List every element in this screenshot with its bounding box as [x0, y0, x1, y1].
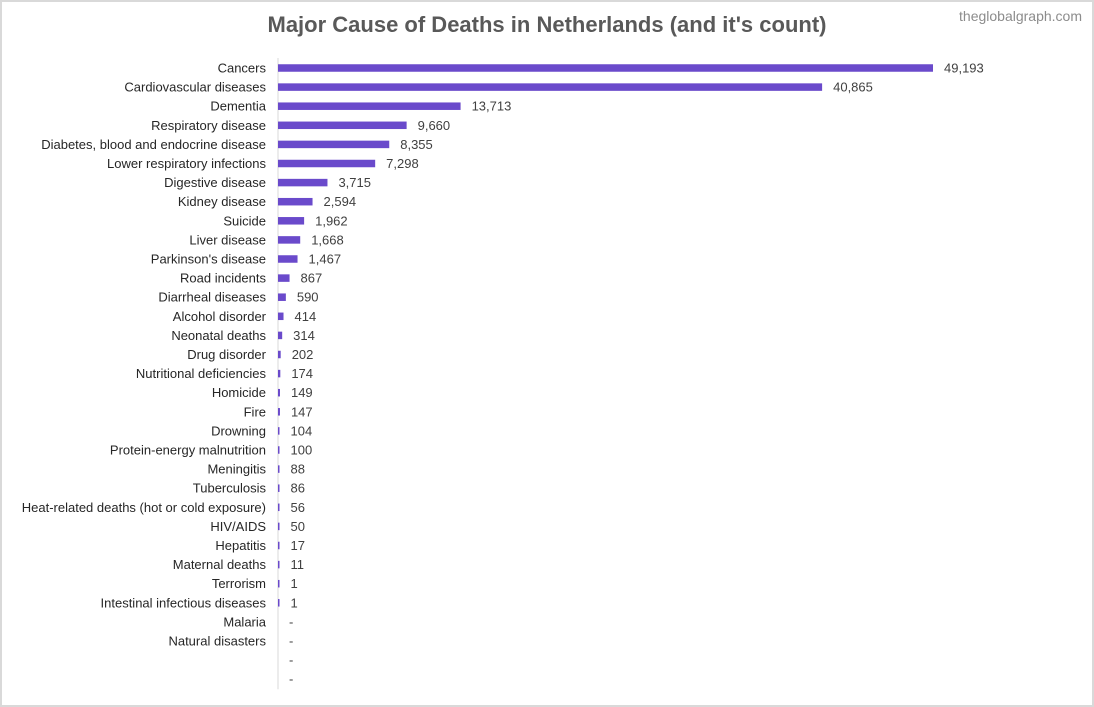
data-label: 86 [291, 481, 305, 496]
data-label: - [289, 634, 293, 649]
category-label: HIV/AIDS [210, 519, 266, 534]
bar [278, 178, 328, 187]
data-label: - [289, 653, 293, 668]
data-label: 17 [291, 538, 305, 553]
category-label: Drowning [211, 423, 266, 438]
bar [278, 503, 280, 512]
data-label: 49,193 [944, 61, 984, 76]
data-label: 56 [291, 500, 305, 515]
bar [278, 369, 281, 378]
bar [278, 197, 313, 206]
bar [278, 236, 301, 244]
bar [278, 159, 376, 168]
data-label: 3,715 [338, 175, 371, 190]
data-label: 1,962 [315, 213, 348, 228]
data-label: 50 [291, 519, 305, 534]
data-label: 1,668 [311, 232, 344, 247]
bar [278, 579, 280, 588]
data-label: 414 [295, 309, 317, 324]
bar [278, 484, 280, 492]
data-label: 7,298 [386, 156, 419, 171]
bar [278, 522, 280, 531]
category-label: Drug disorder [187, 347, 266, 362]
data-label: 174 [291, 366, 313, 381]
bar [278, 560, 280, 569]
category-label: Suicide [223, 213, 266, 228]
bar [278, 83, 823, 91]
bar [278, 446, 280, 454]
category-label: Parkinson's disease [151, 252, 266, 267]
data-label: - [289, 672, 293, 687]
data-label: 1 [291, 595, 298, 610]
bar [278, 350, 281, 359]
category-label: Natural disasters [168, 634, 266, 649]
category-label: Respiratory disease [151, 118, 266, 133]
category-label: Road incidents [180, 271, 266, 286]
chart-title: Major Cause of Deaths in Netherlands (an… [267, 12, 827, 37]
category-label: Maternal deaths [173, 557, 267, 572]
bar [278, 331, 283, 340]
data-label: - [289, 614, 293, 629]
bar [278, 274, 290, 282]
category-label: Fire [244, 404, 266, 419]
category-label: Diarrheal diseases [158, 290, 266, 305]
category-label: Nutritional deficiencies [136, 366, 267, 381]
bar [278, 465, 280, 473]
data-label: 147 [291, 404, 313, 419]
data-label: 13,713 [472, 99, 512, 114]
bar [278, 293, 286, 301]
bar [278, 312, 284, 321]
data-label: 11 [291, 557, 305, 572]
data-label: 2,594 [324, 194, 357, 209]
data-label: 149 [291, 385, 313, 400]
category-label: Neonatal deaths [171, 328, 266, 343]
watermark: theglobalgraph.com [959, 8, 1082, 24]
category-label: Dementia [210, 99, 266, 114]
data-label: 1 [291, 576, 298, 591]
bar [278, 427, 280, 435]
bar [278, 388, 280, 397]
bar [278, 255, 298, 263]
category-label: Intestinal infectious diseases [101, 595, 267, 610]
bar [278, 140, 390, 149]
category-label: Protein-energy malnutrition [110, 443, 266, 458]
data-label: 9,660 [418, 118, 451, 133]
category-label: Terrorism [212, 576, 266, 591]
category-label: Digestive disease [164, 175, 266, 190]
data-label: 88 [291, 462, 305, 477]
category-label: Hepatitis [215, 538, 266, 553]
category-label: Kidney disease [178, 194, 266, 209]
bar [278, 599, 280, 607]
data-label: 100 [291, 443, 313, 458]
data-label: 8,355 [400, 137, 433, 152]
bar [278, 102, 461, 110]
bar [278, 64, 933, 72]
data-label: 104 [291, 423, 313, 438]
bar [278, 408, 280, 416]
category-label: Cancers [218, 61, 267, 76]
category-label: Heat-related deaths (hot or cold exposur… [22, 500, 266, 515]
data-label: 40,865 [833, 80, 873, 95]
category-label: Liver disease [189, 232, 266, 247]
category-label: Lower respiratory infections [107, 156, 266, 171]
category-label: Alcohol disorder [173, 309, 267, 324]
category-label: Diabetes, blood and endocrine disease [41, 137, 266, 152]
bar [278, 541, 280, 550]
data-label: 867 [301, 271, 323, 286]
data-label: 202 [292, 347, 314, 362]
data-label: 1,467 [309, 252, 342, 267]
category-label: Cardiovascular diseases [124, 80, 266, 95]
category-label: Tuberculosis [193, 481, 267, 496]
data-label: 590 [297, 290, 319, 305]
category-label: Homicide [212, 385, 266, 400]
bar [278, 121, 407, 130]
data-label: 314 [293, 328, 315, 343]
category-label: Malaria [223, 614, 266, 629]
category-label: Meningitis [207, 462, 266, 477]
bar [278, 217, 305, 225]
